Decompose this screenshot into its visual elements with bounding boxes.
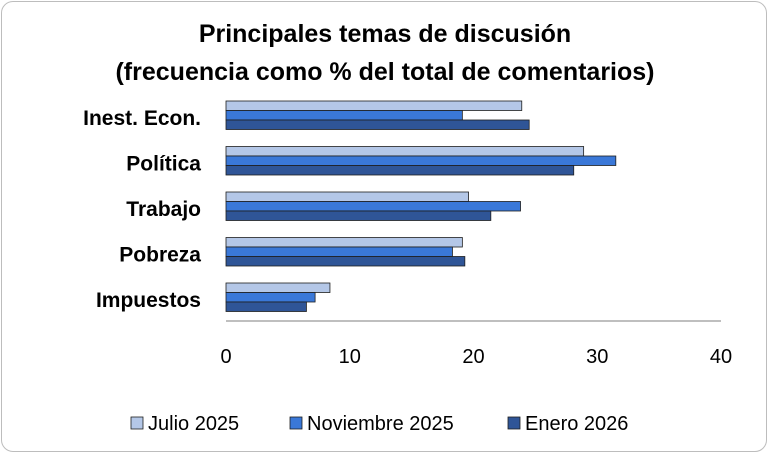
- bar: [225, 237, 463, 248]
- bar: [225, 191, 469, 202]
- bar: [225, 292, 316, 303]
- bars: [225, 100, 617, 312]
- bar: [225, 110, 463, 121]
- category-label: Política: [126, 153, 201, 176]
- legend-label: Julio 2025: [148, 413, 239, 435]
- legend-swatch: [507, 416, 521, 430]
- bar: [225, 246, 453, 257]
- x-tick-label: 30: [586, 346, 608, 368]
- bar: [225, 210, 492, 221]
- bar: [225, 165, 575, 176]
- bar: [225, 155, 617, 166]
- category-label: Impuestos: [96, 289, 201, 312]
- category-labels: Inest. Econ. Política Trabajo Pobreza Impues…: [83, 107, 201, 312]
- bar: [225, 301, 307, 312]
- bar: [225, 282, 331, 293]
- legend-swatch: [289, 416, 303, 430]
- legend-label: Enero 2026: [525, 413, 628, 435]
- category-label: Trabajo: [126, 198, 201, 221]
- bar: [225, 119, 530, 130]
- chart-title: Principales temas de discusión: [199, 20, 571, 48]
- x-tick-label: 20: [462, 346, 484, 368]
- x-tick-label: 10: [339, 346, 361, 368]
- legend-label: Noviembre 2025: [307, 413, 454, 435]
- x-tick-label: 40: [710, 346, 732, 368]
- category-label: Pobreza: [119, 244, 201, 267]
- chart-subtitle: (frecuencia como % del total de comentar…: [115, 58, 654, 86]
- legend: Julio 2025 Noviembre 2025 Enero 2026: [130, 413, 628, 435]
- category-label: Inest. Econ.: [83, 107, 201, 130]
- bar: [225, 146, 585, 157]
- x-tick-label: 0: [220, 346, 231, 368]
- legend-swatch: [130, 416, 144, 430]
- x-axis-ticks: 0 10 20 30 40: [220, 346, 732, 368]
- bar: [225, 201, 521, 212]
- bar: [225, 100, 523, 111]
- bar: [225, 256, 466, 267]
